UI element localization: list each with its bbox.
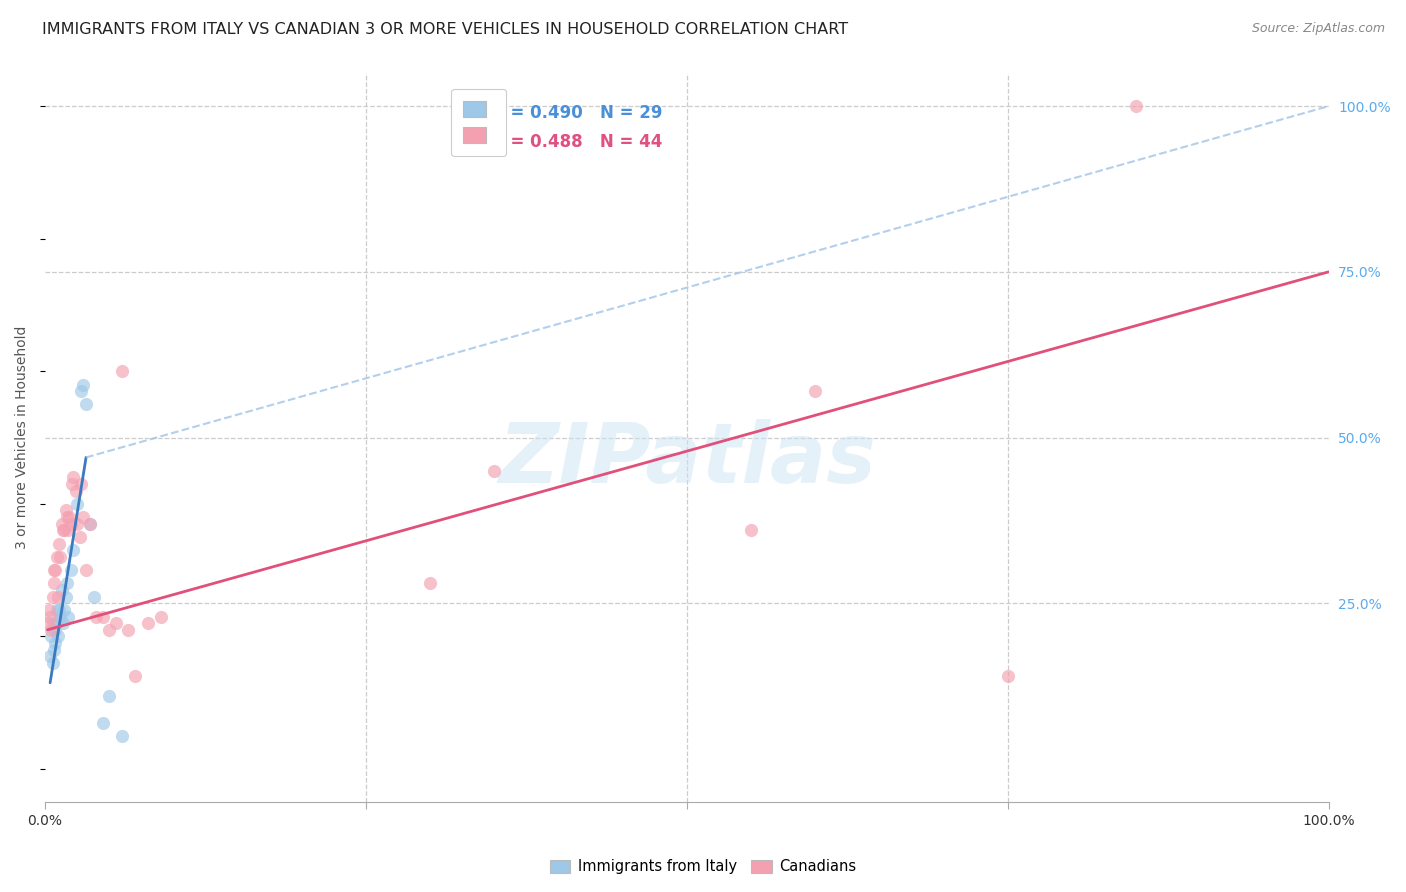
Point <box>104 616 127 631</box>
Point <box>72 510 94 524</box>
Point <box>149 609 172 624</box>
Point <box>52 616 75 631</box>
Legend: Immigrants from Italy, Canadians: Immigrants from Italy, Canadians <box>544 854 862 880</box>
Point <box>111 364 134 378</box>
Point <box>79 516 101 531</box>
Point <box>37 616 59 631</box>
Point <box>83 590 105 604</box>
Point <box>997 669 1019 683</box>
Point <box>41 590 63 604</box>
Point <box>91 609 114 624</box>
Point <box>49 549 72 564</box>
Point <box>136 616 159 631</box>
Text: ZIPatlas: ZIPatlas <box>498 419 876 500</box>
Point <box>98 623 121 637</box>
Point <box>44 636 66 650</box>
Point <box>62 470 84 484</box>
Point <box>48 603 70 617</box>
Point <box>59 516 82 531</box>
Point <box>41 623 63 637</box>
Point <box>111 729 134 743</box>
Point <box>53 603 76 617</box>
Point <box>51 582 73 597</box>
Point <box>55 590 77 604</box>
Point <box>75 397 97 411</box>
Point <box>41 616 63 631</box>
Text: IMMIGRANTS FROM ITALY VS CANADIAN 3 OR MORE VEHICLES IN HOUSEHOLD CORRELATION CH: IMMIGRANTS FROM ITALY VS CANADIAN 3 OR M… <box>42 22 848 37</box>
Point <box>79 516 101 531</box>
Point <box>70 384 93 399</box>
Point <box>58 510 80 524</box>
Point <box>48 536 70 550</box>
Point <box>804 384 827 399</box>
Point <box>41 656 63 670</box>
Point <box>45 549 67 564</box>
Point <box>56 576 79 591</box>
Point <box>56 609 79 624</box>
Point <box>52 524 75 538</box>
Point <box>38 603 60 617</box>
Point <box>98 689 121 703</box>
Point <box>45 616 67 631</box>
Point <box>69 530 91 544</box>
Point <box>740 524 762 538</box>
Point <box>60 477 83 491</box>
Point <box>70 477 93 491</box>
Point <box>49 609 72 624</box>
Point <box>46 590 69 604</box>
Point <box>42 642 65 657</box>
Text: R = 0.488   N = 44: R = 0.488 N = 44 <box>492 133 662 152</box>
Point <box>66 497 89 511</box>
Point <box>65 483 87 498</box>
Point <box>484 464 506 478</box>
Point <box>39 609 62 624</box>
Point <box>39 649 62 664</box>
Point <box>75 563 97 577</box>
Text: Source: ZipAtlas.com: Source: ZipAtlas.com <box>1251 22 1385 36</box>
Point <box>72 377 94 392</box>
Point <box>41 629 63 643</box>
Point <box>46 629 69 643</box>
Point <box>55 503 77 517</box>
Point <box>44 623 66 637</box>
Point <box>53 524 76 538</box>
Point <box>56 510 79 524</box>
Point <box>66 516 89 531</box>
Point <box>56 524 79 538</box>
Text: R = 0.490   N = 29: R = 0.490 N = 29 <box>492 104 662 122</box>
Point <box>42 576 65 591</box>
Point <box>1125 99 1147 113</box>
Point <box>51 516 73 531</box>
Point <box>419 576 441 591</box>
Point <box>45 603 67 617</box>
Point <box>59 563 82 577</box>
Legend: , : , <box>451 88 506 156</box>
Point <box>86 609 108 624</box>
Point <box>124 669 146 683</box>
Point <box>42 563 65 577</box>
Point <box>62 543 84 558</box>
Point <box>44 563 66 577</box>
Y-axis label: 3 or more Vehicles in Household: 3 or more Vehicles in Household <box>15 326 30 549</box>
Point <box>91 715 114 730</box>
Point <box>117 623 139 637</box>
